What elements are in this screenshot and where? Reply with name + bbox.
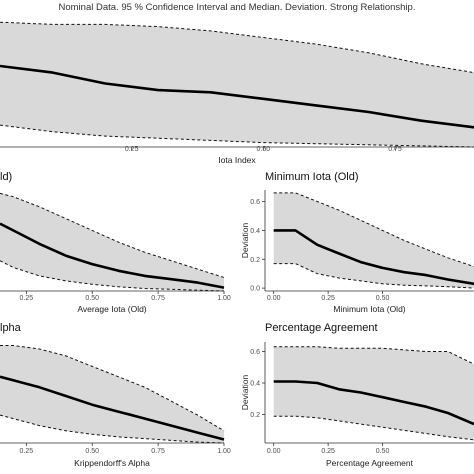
x-tick-label: 0.25 <box>321 448 335 455</box>
x-tick-label: 0.50 <box>85 295 99 302</box>
panel-percentage-agreement: 0.00 0.25 0.50 Percentage Agreement 0.2 0.4 0.… <box>240 322 474 468</box>
x-axis-title: Iota Index <box>218 155 256 165</box>
x-tick-label: 0.75 <box>151 448 165 455</box>
x-tick-label: 0.00 <box>267 295 281 302</box>
x-tick-label: 0.50 <box>85 448 99 455</box>
confidence-band <box>273 192 474 289</box>
median-line <box>0 64 474 129</box>
confidence-band <box>273 346 474 440</box>
lower-bound-line <box>273 263 474 289</box>
upper-bound-line <box>273 192 474 267</box>
upper-bound-line <box>0 21 474 74</box>
x-axis-title: Average Iota (Old) <box>77 304 146 314</box>
y-axis-title: Deviation <box>240 223 250 259</box>
median-line <box>0 375 225 441</box>
confidence-band <box>0 345 224 443</box>
x-tick-label: 0.50 <box>376 448 390 455</box>
y-tick-label: 0.2 <box>250 412 260 419</box>
page-title: Nominal Data. 95 % Confidence Interval a… <box>58 2 416 13</box>
x-axis-title: Percentage Agreement <box>326 458 414 468</box>
panel-title: Minimum Iota (Old) <box>265 171 359 183</box>
confidence-band <box>0 22 474 148</box>
panel-average-iota-old: 0.25 0.50 0.75 1.00 Average Iota (Old) ld) <box>0 171 231 314</box>
x-tick-label: 0.25 <box>125 146 139 153</box>
x-tick-label: 0.75 <box>151 295 165 302</box>
panel-title: Percentage Agreement <box>265 322 378 334</box>
x-tick-label: 0.75 <box>388 146 402 153</box>
panel-title: ld) <box>0 171 12 183</box>
panel-title: lpha <box>0 322 22 334</box>
x-tick-label: 0.00 <box>267 448 281 455</box>
y-tick-label: 0.2 <box>250 257 260 264</box>
lower-bound-line <box>0 124 474 148</box>
x-tick-label: 1.00 <box>217 295 231 302</box>
y-tick-label: 0.6 <box>250 349 260 356</box>
median-line <box>0 222 225 289</box>
median-line <box>273 229 474 286</box>
x-tick-label: 0.25 <box>20 448 34 455</box>
panel-iota-index: 0.25 0.50 0.75 Iota Index <box>0 21 474 165</box>
panel-krippendorffs-alpha: 0.25 0.50 0.75 1.00 Krippendorff's Alpha lpha <box>0 322 231 468</box>
x-tick-label: 0.25 <box>321 295 335 302</box>
x-tick-label: 0.50 <box>376 295 390 302</box>
panel-minimum-iota-old: 0.00 0.25 0.50 Minimum Iota (Old) 0.0 0.2 0.4 0… <box>240 171 474 314</box>
y-tick-label: 0.0 <box>250 286 260 293</box>
x-tick-label: 0.25 <box>20 295 34 302</box>
y-tick-label: 0.4 <box>250 228 260 235</box>
y-tick-label: 0.4 <box>250 381 260 388</box>
x-tick-label: 1.00 <box>217 448 231 455</box>
upper-bound-line <box>0 192 225 278</box>
lower-bound-line <box>0 260 225 292</box>
x-tick-label: 0.50 <box>257 146 271 153</box>
y-tick-label: 0.6 <box>250 199 260 206</box>
x-axis-title: Minimum Iota (Old) <box>333 304 405 314</box>
y-axis-title: Deviation <box>240 375 250 411</box>
confidence-band <box>0 193 224 291</box>
x-axis-title: Krippendorff's Alpha <box>74 458 150 468</box>
median-line <box>273 380 474 426</box>
